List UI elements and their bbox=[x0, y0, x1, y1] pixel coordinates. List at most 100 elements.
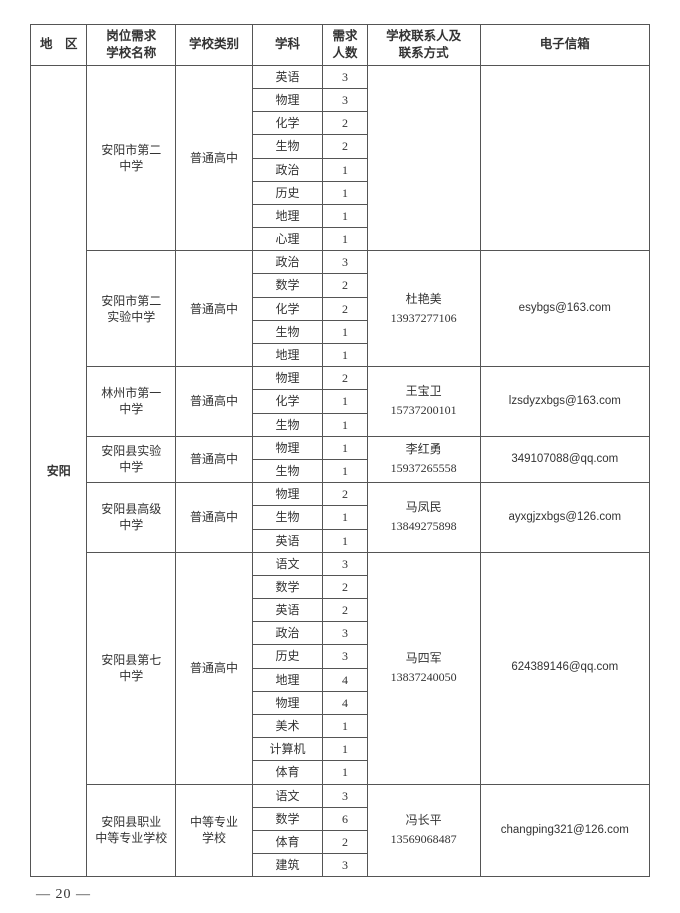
subject-cell: 体育 bbox=[252, 830, 323, 853]
subject-cell: 物理 bbox=[252, 483, 323, 506]
school-type-cell: 普通高中 bbox=[176, 251, 253, 367]
subject-cell: 物理 bbox=[252, 691, 323, 714]
count-cell: 1 bbox=[323, 506, 367, 529]
count-cell: 4 bbox=[323, 668, 367, 691]
school-type-cell: 普通高中 bbox=[176, 552, 253, 784]
subject-cell: 体育 bbox=[252, 761, 323, 784]
count-cell: 1 bbox=[323, 204, 367, 227]
school-type-cell: 普通高中 bbox=[176, 436, 253, 482]
contact-cell: 李红勇15937265558 bbox=[367, 436, 480, 482]
count-cell: 1 bbox=[323, 320, 367, 343]
count-cell: 3 bbox=[323, 552, 367, 575]
school-type-cell: 普通高中 bbox=[176, 483, 253, 553]
count-cell: 3 bbox=[323, 854, 367, 877]
school-type-cell: 中等专业学校 bbox=[176, 784, 253, 877]
subject-cell: 数学 bbox=[252, 807, 323, 830]
th-subject: 学科 bbox=[252, 25, 323, 66]
email-cell: changping321@126.com bbox=[480, 784, 649, 877]
subject-cell: 地理 bbox=[252, 204, 323, 227]
school-name-cell: 安阳县第七中学 bbox=[87, 552, 176, 784]
subject-cell: 心理 bbox=[252, 228, 323, 251]
th-email: 电子信箱 bbox=[480, 25, 649, 66]
table-row: 林州市第一中学普通高中物理2王宝卫15737200101lzsdyzxbgs@1… bbox=[31, 367, 650, 390]
subject-cell: 物理 bbox=[252, 88, 323, 111]
count-cell: 1 bbox=[323, 436, 367, 459]
subject-cell: 地理 bbox=[252, 344, 323, 367]
subject-cell: 政治 bbox=[252, 158, 323, 181]
email-cell: 349107088@qq.com bbox=[480, 436, 649, 482]
table-row: 安阳县高级中学普通高中物理2马凤民13849275898ayxgjzxbgs@1… bbox=[31, 483, 650, 506]
subject-cell: 英语 bbox=[252, 529, 323, 552]
region-cell: 安阳 bbox=[31, 65, 87, 877]
count-cell: 1 bbox=[323, 738, 367, 761]
school-name-cell: 安阳县高级中学 bbox=[87, 483, 176, 553]
email-cell: lzsdyzxbgs@163.com bbox=[480, 367, 649, 437]
subject-cell: 美术 bbox=[252, 715, 323, 738]
recruitment-table: 地 区 岗位需求学校名称 学校类别 学科 需求人数 学校联系人及联系方式 电子信… bbox=[30, 24, 650, 877]
th-region: 地 区 bbox=[31, 25, 87, 66]
contact-cell: 王宝卫15737200101 bbox=[367, 367, 480, 437]
count-cell: 2 bbox=[323, 112, 367, 135]
school-name-cell: 林州市第一中学 bbox=[87, 367, 176, 437]
subject-cell: 生物 bbox=[252, 320, 323, 343]
contact-cell: 马凤民13849275898 bbox=[367, 483, 480, 553]
subject-cell: 生物 bbox=[252, 135, 323, 158]
school-name-cell: 安阳市第二实验中学 bbox=[87, 251, 176, 367]
count-cell: 1 bbox=[323, 761, 367, 784]
subject-cell: 生物 bbox=[252, 459, 323, 482]
subject-cell: 政治 bbox=[252, 251, 323, 274]
subject-cell: 建筑 bbox=[252, 854, 323, 877]
count-cell: 1 bbox=[323, 181, 367, 204]
count-cell: 2 bbox=[323, 599, 367, 622]
subject-cell: 政治 bbox=[252, 622, 323, 645]
email-cell: ayxgjzxbgs@126.com bbox=[480, 483, 649, 553]
subject-cell: 历史 bbox=[252, 645, 323, 668]
count-cell: 6 bbox=[323, 807, 367, 830]
th-contact: 学校联系人及联系方式 bbox=[367, 25, 480, 66]
email-cell: 624389146@qq.com bbox=[480, 552, 649, 784]
subject-cell: 化学 bbox=[252, 390, 323, 413]
count-cell: 2 bbox=[323, 135, 367, 158]
school-type-cell: 普通高中 bbox=[176, 367, 253, 437]
count-cell: 1 bbox=[323, 228, 367, 251]
th-school: 岗位需求学校名称 bbox=[87, 25, 176, 66]
contact-cell bbox=[367, 65, 480, 251]
count-cell: 2 bbox=[323, 483, 367, 506]
count-cell: 3 bbox=[323, 251, 367, 274]
table-row: 安阳市第二实验中学普通高中政治3杜艳美13937277106esybgs@163… bbox=[31, 251, 650, 274]
table-row: 安阳县第七中学普通高中语文3马四军13837240050624389146@qq… bbox=[31, 552, 650, 575]
th-count: 需求人数 bbox=[323, 25, 367, 66]
count-cell: 2 bbox=[323, 367, 367, 390]
count-cell: 3 bbox=[323, 88, 367, 111]
subject-cell: 历史 bbox=[252, 181, 323, 204]
subject-cell: 生物 bbox=[252, 413, 323, 436]
subject-cell: 物理 bbox=[252, 367, 323, 390]
subject-cell: 英语 bbox=[252, 599, 323, 622]
table-row: 安阳安阳市第二中学普通高中英语3 bbox=[31, 65, 650, 88]
count-cell: 3 bbox=[323, 65, 367, 88]
table-header-row: 地 区 岗位需求学校名称 学校类别 学科 需求人数 学校联系人及联系方式 电子信… bbox=[31, 25, 650, 66]
school-name-cell: 安阳县实验中学 bbox=[87, 436, 176, 482]
subject-cell: 语文 bbox=[252, 784, 323, 807]
contact-cell: 冯长平13569068487 bbox=[367, 784, 480, 877]
subject-cell: 化学 bbox=[252, 297, 323, 320]
subject-cell: 生物 bbox=[252, 506, 323, 529]
count-cell: 3 bbox=[323, 622, 367, 645]
subject-cell: 数学 bbox=[252, 575, 323, 598]
count-cell: 3 bbox=[323, 784, 367, 807]
count-cell: 1 bbox=[323, 413, 367, 436]
table-row: 安阳县职业中等专业学校中等专业学校语文3冯长平13569068487changp… bbox=[31, 784, 650, 807]
count-cell: 2 bbox=[323, 297, 367, 320]
count-cell: 1 bbox=[323, 459, 367, 482]
page-number: — 20 — bbox=[30, 887, 650, 903]
subject-cell: 数学 bbox=[252, 274, 323, 297]
count-cell: 1 bbox=[323, 158, 367, 181]
subject-cell: 语文 bbox=[252, 552, 323, 575]
subject-cell: 物理 bbox=[252, 436, 323, 459]
count-cell: 2 bbox=[323, 274, 367, 297]
count-cell: 2 bbox=[323, 575, 367, 598]
subject-cell: 化学 bbox=[252, 112, 323, 135]
subject-cell: 英语 bbox=[252, 65, 323, 88]
count-cell: 4 bbox=[323, 691, 367, 714]
school-name-cell: 安阳县职业中等专业学校 bbox=[87, 784, 176, 877]
